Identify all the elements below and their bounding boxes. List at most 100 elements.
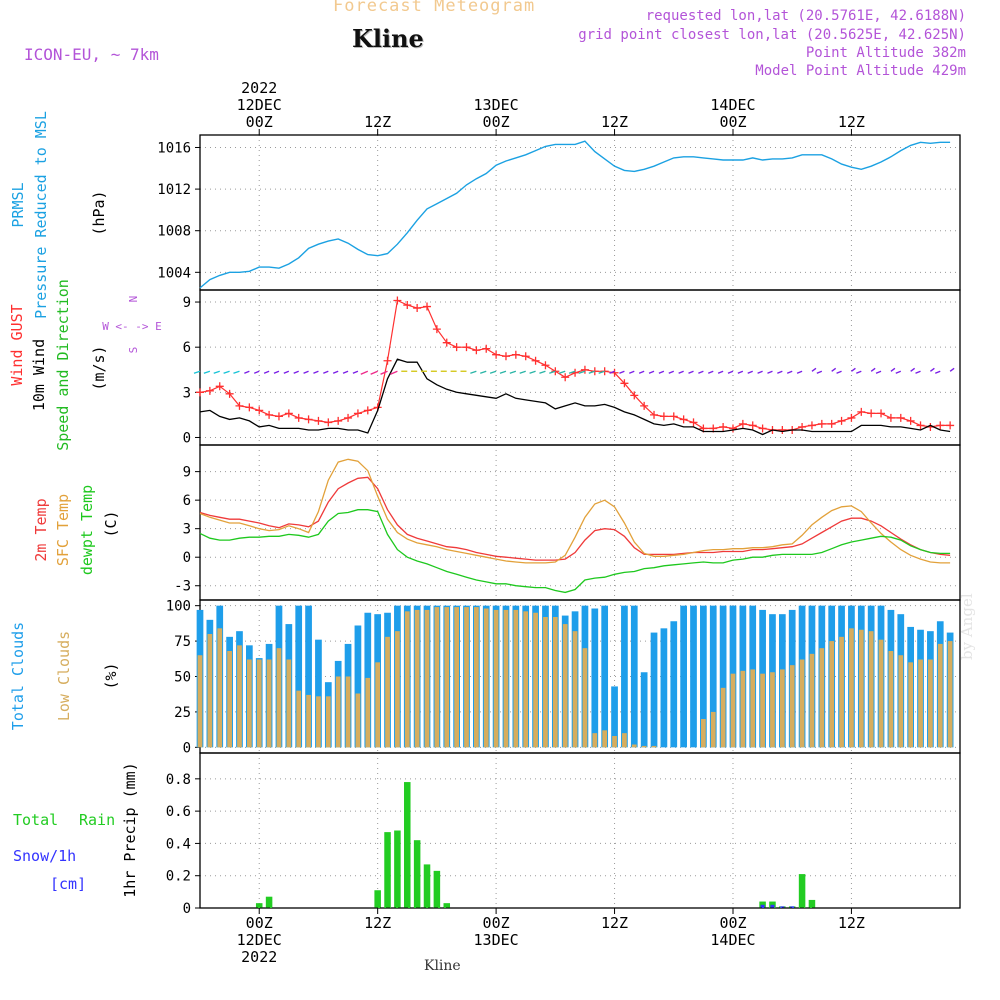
low-clouds-bar bbox=[730, 673, 736, 748]
wind-direction-arrow bbox=[811, 367, 817, 372]
panel-0: 1004 1008 1012 1016 bbox=[157, 134, 961, 291]
snow-bar bbox=[760, 904, 765, 908]
low-clouds-bar bbox=[908, 662, 914, 748]
low-clouds-bar bbox=[217, 628, 223, 748]
wind-direction-arrow bbox=[480, 370, 487, 374]
pressure-label-long: Pressure Reduced to MSL bbox=[32, 111, 50, 319]
wind-direction-arrow bbox=[929, 367, 935, 372]
total-clouds-bar bbox=[621, 605, 628, 748]
panel-frame bbox=[199, 752, 961, 909]
x-tick-label-bottom: 13DEC bbox=[474, 931, 519, 949]
gust-marker bbox=[274, 412, 283, 421]
gust-marker bbox=[669, 412, 678, 421]
gust-marker bbox=[659, 412, 668, 421]
low-clouds-bar bbox=[444, 607, 450, 748]
panel-1: 0 3 6 9 bbox=[183, 289, 961, 446]
total-clouds-bar bbox=[295, 605, 303, 748]
low-clouds-bar bbox=[296, 690, 302, 748]
gust-marker bbox=[363, 406, 372, 415]
low-clouds-bar bbox=[789, 665, 795, 748]
wind-direction-arrow bbox=[244, 370, 250, 374]
low-clouds-bar bbox=[701, 719, 706, 748]
low-clouds-bar bbox=[898, 655, 904, 748]
x-tick-label-top: 12Z bbox=[601, 113, 628, 131]
wind-direction-arrow bbox=[796, 370, 803, 374]
low-clouds-bar bbox=[385, 636, 390, 748]
panel-frame bbox=[199, 134, 961, 291]
wind-direction-arrow bbox=[717, 370, 724, 374]
low-clouds-bar bbox=[622, 733, 627, 748]
x-tick-label-bottom: 00Z bbox=[246, 914, 273, 932]
total-clouds-bar bbox=[630, 605, 638, 748]
gust-marker bbox=[877, 409, 886, 418]
wind-direction-arrow bbox=[273, 370, 280, 374]
gust-marker bbox=[294, 413, 303, 422]
sfc-temp-line bbox=[199, 458, 951, 564]
wind-direction-arrow bbox=[598, 370, 605, 374]
wind-direction-arrow bbox=[678, 370, 684, 374]
gust-marker bbox=[896, 413, 905, 422]
gust-marker bbox=[255, 406, 264, 415]
gust-marker bbox=[837, 416, 846, 425]
gust-marker bbox=[847, 413, 856, 422]
rain-bar bbox=[374, 890, 381, 908]
gust-marker bbox=[462, 343, 471, 352]
gust-marker bbox=[472, 346, 481, 355]
gust-marker bbox=[679, 415, 688, 424]
gust-marker bbox=[205, 386, 214, 395]
wind-direction-arrow bbox=[619, 370, 625, 374]
compass-north: N bbox=[127, 296, 140, 303]
wind-direction-arrow bbox=[851, 367, 856, 372]
gust-marker bbox=[689, 418, 698, 427]
rain-bar bbox=[433, 870, 441, 908]
low-clouds-bar bbox=[306, 694, 311, 748]
wind-direction-arrow bbox=[767, 370, 773, 374]
wind-direction-arrow bbox=[529, 370, 536, 374]
compass-west-east: W <- -> E bbox=[102, 320, 162, 333]
gust-marker bbox=[245, 403, 254, 412]
x-tick-label-top: 00Z bbox=[246, 113, 273, 131]
wind-direction-arrow bbox=[870, 367, 876, 372]
wind-direction-arrow bbox=[658, 370, 665, 374]
total-clouds-bar bbox=[305, 605, 312, 748]
low-clouds-bar bbox=[720, 687, 726, 748]
wind-direction-arrow bbox=[193, 370, 201, 374]
low-clouds-bar bbox=[592, 733, 598, 748]
wind-direction-arrow bbox=[233, 370, 240, 374]
low-clouds-bar bbox=[572, 631, 578, 748]
low-clouds-bar bbox=[325, 696, 331, 748]
gust-marker bbox=[906, 416, 915, 425]
y-tick-label: 25 bbox=[174, 705, 191, 721]
wind-direction-arrow bbox=[915, 370, 921, 374]
low-clouds-bar bbox=[207, 634, 213, 748]
low-clouds-bar bbox=[829, 641, 835, 748]
wind-direction-arrow bbox=[875, 370, 882, 374]
wind-direction-arrow bbox=[707, 370, 714, 374]
model-altitude: Model Point Altitude 429m bbox=[755, 63, 966, 79]
gust-marker bbox=[807, 421, 816, 430]
pressure-line bbox=[199, 140, 951, 289]
x-tick-label-bottom: 00Z bbox=[483, 914, 510, 932]
wind-direction-arrow bbox=[777, 370, 783, 374]
gust-marker bbox=[541, 361, 550, 370]
wind-direction-arrow bbox=[539, 370, 546, 374]
total-clouds-bar bbox=[719, 605, 727, 748]
low-clouds-bar bbox=[710, 711, 716, 748]
gust-marker bbox=[728, 424, 737, 433]
x-tick-label-bottom: 12Z bbox=[601, 914, 628, 932]
gust-marker bbox=[827, 419, 836, 428]
y-tick-label: 3 bbox=[183, 522, 191, 538]
gust-marker bbox=[886, 413, 895, 422]
total-clouds-bar bbox=[650, 632, 658, 748]
wind-direction-arrow bbox=[698, 370, 704, 374]
panel-2: -3 0 3 6 9 bbox=[174, 444, 961, 601]
low-clouds-bar bbox=[651, 745, 657, 748]
y-tick-label: -3 bbox=[174, 579, 191, 595]
wind-direction-arrow bbox=[757, 370, 763, 374]
low-clouds-bar bbox=[276, 648, 282, 748]
wind-direction-arrow bbox=[727, 370, 734, 374]
gust-marker bbox=[442, 338, 451, 347]
y-tick-label: 100 bbox=[166, 599, 191, 615]
y-tick-label: 0 bbox=[183, 550, 191, 566]
rain-bar bbox=[808, 899, 816, 908]
